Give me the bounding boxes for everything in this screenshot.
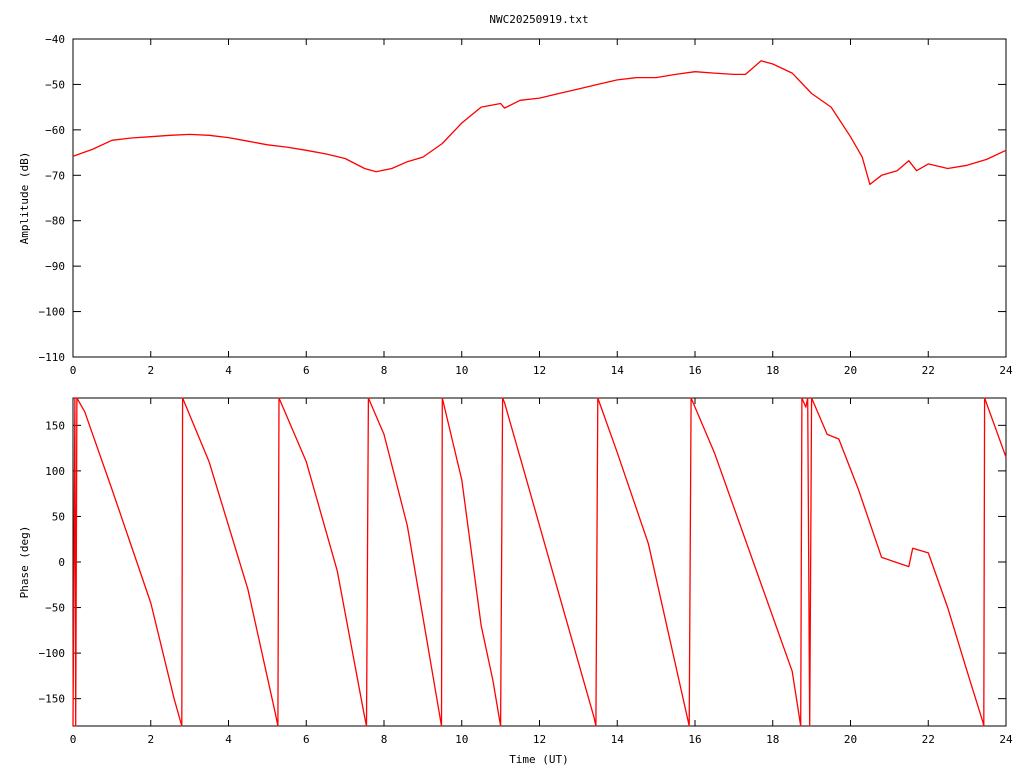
y-tick-label: −150 (39, 693, 66, 706)
phase-series-line (72, 397, 1007, 727)
plot-frame (72, 38, 1007, 358)
x-tick-label: 18 (766, 364, 779, 377)
x-tick-label: 0 (70, 733, 77, 746)
y-tick-label: −100 (39, 306, 66, 319)
y-tick-label: −60 (45, 124, 65, 137)
x-tick-label: 8 (381, 733, 388, 746)
phase-panel: Phase (deg) Time (UT) 0 2 4 6 8 10 12 14 16 18 20 2… (18, 397, 1013, 766)
x-tick-label: 2 (147, 364, 154, 377)
y-tick-label: −50 (45, 78, 65, 91)
amplitude-y-axis-label: Amplitude (dB) (18, 152, 31, 245)
y-tick-label: −40 (45, 33, 65, 46)
x-tick-label: 6 (303, 733, 310, 746)
y-tick-label: −70 (45, 169, 65, 182)
figure-title: NWC20250919.txt (489, 13, 588, 26)
x-tick-label: 6 (303, 364, 310, 377)
x-tick-label: 0 (70, 364, 77, 377)
y-tick-label: 50 (52, 510, 65, 523)
phase-y-axis-label: Phase (deg) (18, 526, 31, 599)
x-tick-label: 20 (844, 733, 857, 746)
plot-frame (72, 397, 1007, 727)
y-tick-label: 100 (45, 465, 65, 478)
x-tick-label: 14 (611, 733, 625, 746)
x-tick-label: 12 (533, 733, 546, 746)
x-tick-label: 22 (922, 733, 935, 746)
y-tick-label: −100 (39, 647, 66, 660)
x-tick-label: 12 (533, 364, 546, 377)
y-tick-label: −90 (45, 260, 65, 273)
y-tick-label: −50 (45, 602, 65, 615)
x-tick-label: 2 (147, 733, 154, 746)
amplitude-series-line (72, 60, 1007, 186)
x-tick-label: 10 (455, 364, 468, 377)
x-tick-label: 4 (225, 364, 232, 377)
x-tick-label: 16 (688, 364, 701, 377)
y-tick-label: 0 (58, 556, 65, 569)
phase-x-axis-label: Time (UT) (509, 753, 569, 766)
y-tick-label: −110 (39, 351, 66, 364)
x-tick-label: 10 (455, 733, 468, 746)
x-tick-label: 16 (688, 733, 701, 746)
x-tick-label: 4 (225, 733, 232, 746)
x-tick-label: 24 (999, 364, 1013, 377)
x-tick-label: 20 (844, 364, 857, 377)
amplitude-panel: Amplitude (dB) 0 2 4 6 8 10 12 14 16 18 20 22 24−110… (18, 33, 1013, 377)
x-tick-label: 8 (381, 364, 388, 377)
x-tick-label: 18 (766, 733, 779, 746)
x-tick-label: 22 (922, 364, 935, 377)
x-tick-label: 24 (999, 733, 1013, 746)
y-tick-label: −80 (45, 215, 65, 228)
x-tick-label: 14 (611, 364, 625, 377)
y-tick-label: 150 (45, 419, 65, 432)
